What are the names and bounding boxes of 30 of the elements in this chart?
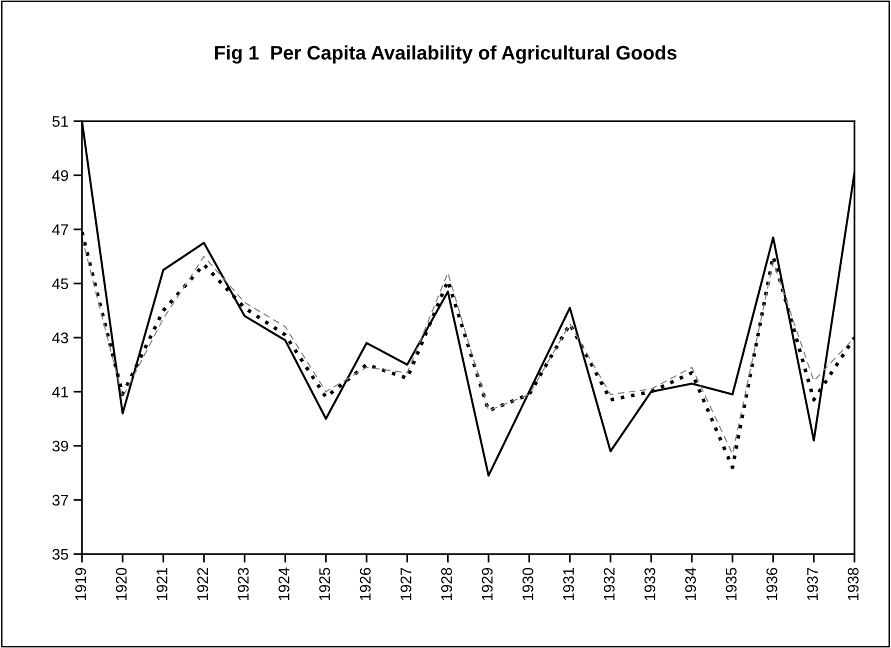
- x-tick-label: 1924: [278, 568, 290, 600]
- x-tick-label: 1926: [360, 568, 371, 600]
- x-tick-label: 1932: [604, 568, 615, 600]
- y-tick-label: 41: [52, 386, 68, 398]
- y-tick-label: 51: [52, 116, 68, 127]
- x-tick-label: 1937: [807, 568, 818, 600]
- x-tick-label: 1921: [156, 568, 168, 600]
- x-tick-label: 1928: [441, 568, 452, 600]
- x-tick-label: 1929: [482, 568, 493, 600]
- y-tick-label: 35: [52, 548, 68, 560]
- x-tick-label: 1927: [400, 568, 412, 600]
- x-tick-label: 1930: [522, 568, 534, 600]
- x-tick-label: 1920: [116, 568, 127, 600]
- x-tick-label: 1936: [766, 568, 778, 600]
- x-tick-label: 1919: [75, 568, 86, 600]
- y-tick-label: 43: [52, 332, 68, 344]
- x-tick-label: 1938: [848, 568, 859, 600]
- x-tick-label: 1923: [238, 568, 249, 600]
- x-tick-label: 1931: [563, 568, 574, 600]
- y-tick-label: 39: [52, 440, 68, 452]
- x-tick-label: 1935: [726, 568, 737, 600]
- y-tick-label: 37: [52, 494, 68, 506]
- x-tick-label: 1933: [644, 568, 656, 600]
- y-tick-label: 47: [52, 224, 68, 235]
- y-tick-label: 45: [52, 278, 68, 290]
- x-tick-label: 1934: [685, 568, 696, 600]
- y-tick-label: 49: [52, 170, 68, 181]
- chart-title: Fig 1 Per Capita Availability of Agricultural Goods: [215, 45, 676, 64]
- x-tick-label: 1925: [319, 568, 330, 600]
- x-tick-label: 1922: [197, 568, 208, 600]
